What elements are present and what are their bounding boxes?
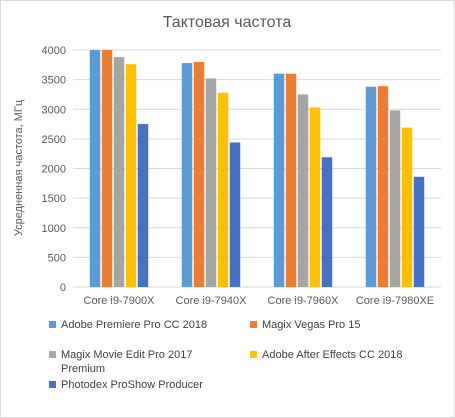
- x-tick-label: Core i9-7900X: [84, 295, 156, 307]
- legend-item-movie-edit: Magix Movie Edit Pro 2017 Premium: [49, 348, 221, 376]
- bar: [401, 127, 413, 288]
- bars: [89, 50, 425, 288]
- legend-label: Photodex ProShow Producer: [61, 379, 203, 391]
- bar: [321, 157, 333, 287]
- bar: [389, 110, 401, 287]
- y-tick-label: 3500: [42, 75, 66, 87]
- y-tick-label: 1000: [42, 223, 66, 235]
- y-tick-label: 3000: [42, 104, 66, 116]
- legend-item-vegas: Magix Vegas Pro 15: [250, 318, 360, 332]
- y-tick-label: 4000: [42, 45, 66, 57]
- legend-swatch: [250, 351, 257, 358]
- y-tick-label: 2500: [42, 134, 66, 146]
- bar: [217, 92, 229, 287]
- bar: [125, 64, 137, 287]
- legend-label: Magix Vegas Pro 15: [262, 319, 361, 331]
- legend: Adobe Premiere Pro CC 2018 Magix Vegas P…: [1, 309, 454, 409]
- y-tick-labels: 0 500 1000 1500 2000 2500 3000 3500 4000: [42, 45, 66, 294]
- bar: [193, 61, 205, 287]
- bar: [113, 57, 125, 287]
- y-tick-label: 2000: [42, 164, 66, 176]
- bar: [377, 86, 389, 287]
- legend-item-premiere: Adobe Premiere Pro CC 2018: [49, 318, 207, 332]
- y-tick-label: 0: [60, 282, 66, 294]
- bar: [205, 78, 217, 287]
- y-tick-label: 1500: [42, 193, 66, 205]
- y-axis-title: Усредненная частота, МГц: [13, 99, 25, 236]
- bar: [181, 63, 193, 287]
- bar: [89, 50, 101, 287]
- chart-title: Тактовая частота: [163, 14, 292, 31]
- bar: [137, 124, 149, 287]
- bar: [101, 50, 113, 287]
- legend-item-after-effects: Adobe After Effects CC 2018: [250, 348, 402, 362]
- legend-label: Adobe After Effects CC 2018: [262, 349, 403, 361]
- bar: [413, 176, 425, 287]
- x-tick-label: Core i9-7980XE: [356, 295, 434, 307]
- legend-label: Adobe Premiere Pro CC 2018: [61, 319, 208, 331]
- x-tick-label: Core i9-7940X: [176, 295, 248, 307]
- x-tick-label: Core i9-7960X: [268, 295, 340, 307]
- bar-chart: Тактовая частота Усредненная частота, МГ…: [13, 14, 441, 307]
- bar: [285, 73, 297, 287]
- x-tick-labels: Core i9-7900X Core i9-7940X Core i9-7960X C…: [84, 295, 435, 307]
- legend-swatch: [250, 321, 257, 328]
- legend-swatch: [49, 381, 56, 388]
- legend-item-proshow: Photodex ProShow Producer: [49, 378, 203, 392]
- legend-label: Magix Movie Edit Pro 2017 Premium: [61, 349, 193, 375]
- bar: [365, 86, 377, 287]
- legend-swatch: [49, 351, 56, 358]
- bar: [309, 107, 321, 287]
- bar: [297, 94, 309, 287]
- y-tick-label: 500: [48, 252, 66, 264]
- bar: [229, 142, 241, 287]
- bar: [273, 73, 285, 287]
- legend-swatch: [49, 321, 56, 328]
